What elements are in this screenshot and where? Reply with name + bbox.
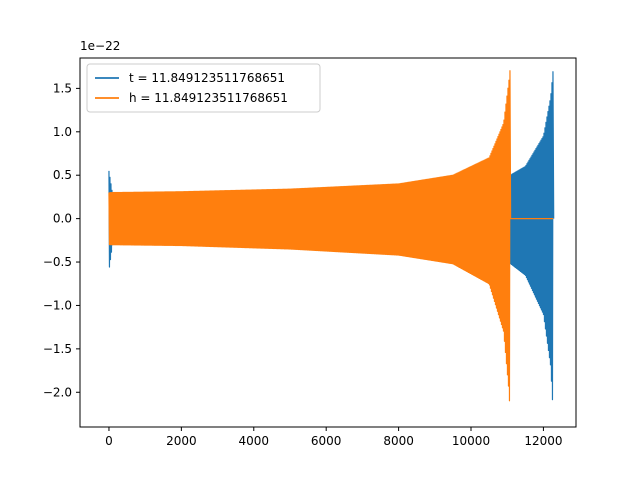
legend: t = 11.849123511768651 h = 11.84912351176…	[86, 63, 321, 113]
legend-label-0: t = 11.849123511768651	[129, 71, 285, 85]
x-axis: 0 2000 4000 6000 8000 10000 12000	[105, 427, 563, 448]
y-tick-label: −2.0	[43, 385, 72, 399]
x-tick-label: 0	[105, 434, 113, 448]
x-tick-label: 4000	[239, 434, 270, 448]
y-tick-label: −1.0	[43, 298, 72, 312]
legend-label-1: h = 11.849123511768651	[129, 91, 288, 105]
series-layer	[108, 70, 555, 402]
y-tick-label: 1.0	[53, 125, 72, 139]
axes-frame	[79, 57, 577, 428]
x-tick-label: 10000	[452, 434, 490, 448]
y-tick-label: 1.5	[53, 81, 72, 95]
y-axis: 1.5 1.0 0.5 0.0 −0.5 −1.0 −1.5 −2.0	[43, 81, 80, 399]
y-tick-label: −0.5	[43, 255, 72, 269]
x-tick-label: 2000	[166, 434, 197, 448]
x-tick-label: 6000	[311, 434, 342, 448]
x-tick-label: 8000	[383, 434, 414, 448]
series-line-1	[108, 70, 554, 402]
y-tick-label: 0.0	[53, 212, 72, 226]
y-scale-label: 1e−22	[80, 39, 120, 53]
y-tick-label: 0.5	[53, 168, 72, 182]
y-tick-label: −1.5	[43, 342, 72, 356]
legend-box	[86, 63, 321, 113]
x-tick-label: 12000	[524, 434, 562, 448]
